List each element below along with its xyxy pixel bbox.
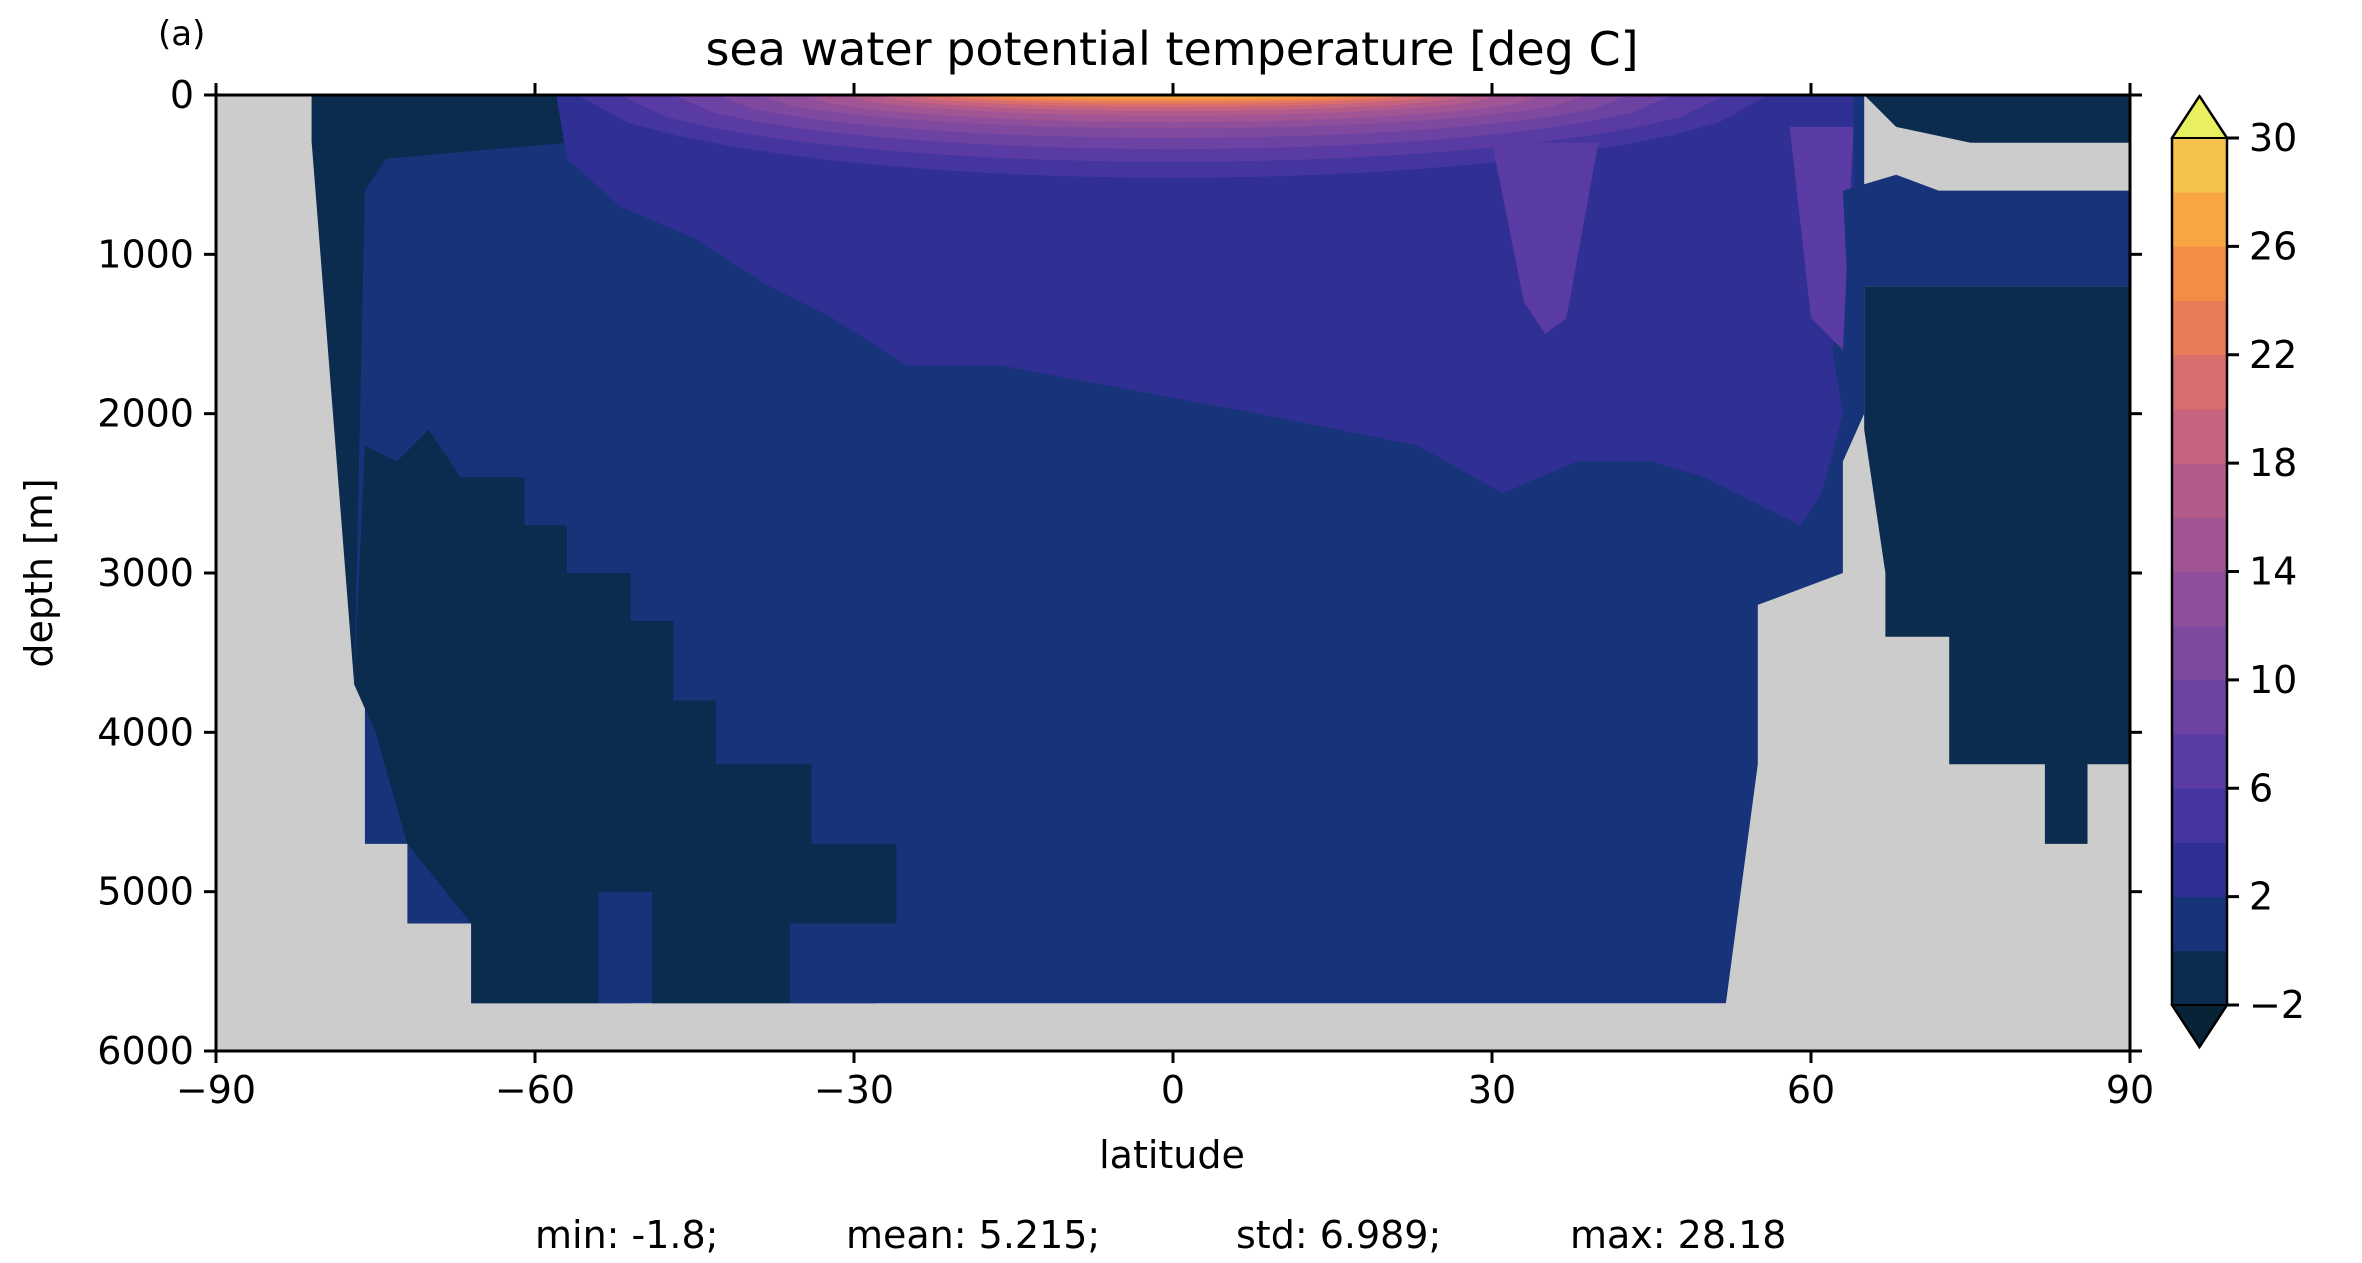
x-tick-label: 0 — [1161, 1068, 1185, 1112]
y-axis-label: depth [m] — [17, 478, 61, 667]
y-tick-label: 2000 — [97, 392, 194, 436]
north-atlantic-tongue — [1789, 126, 1854, 350]
colorbar-band — [2172, 788, 2227, 843]
colorbar-band — [2172, 246, 2227, 302]
x-axis: −90 −60 −30 0 30 60 90 — [176, 83, 2154, 1112]
y-tick-label: 1000 — [97, 232, 194, 276]
x-tick-label: 90 — [2106, 1068, 2154, 1112]
colorbar-band — [2172, 896, 2227, 952]
colorbar-band — [2172, 463, 2227, 518]
colorbar-tick-label: 14 — [2249, 550, 2297, 594]
x-tick-label: 60 — [1787, 1068, 1835, 1112]
antarctic-bottom-water — [311, 95, 897, 1004]
colorbar-band — [2172, 300, 2227, 356]
plot-area — [216, 95, 2130, 1051]
chart-title: sea water potential temperature [deg C] — [705, 22, 1638, 76]
colorbar-band — [2172, 138, 2227, 193]
mediterranean-outflow — [1492, 142, 1599, 334]
x-tick-label: 30 — [1468, 1068, 1516, 1112]
stat-std: std: 6.989; — [1236, 1213, 1441, 1257]
deep-water-gap-2 — [790, 923, 876, 1004]
colorbar-tick-label: 30 — [2249, 116, 2297, 160]
colorbar-band — [2172, 192, 2227, 247]
colorbar-tick-label: −2 — [2249, 983, 2305, 1027]
y-tick-label: 0 — [170, 73, 194, 117]
stat-min: min: -1.8; — [535, 1213, 719, 1257]
y-tick-label: 3000 — [97, 551, 194, 595]
colorbar-tick-label: 26 — [2249, 224, 2297, 268]
colorbar-band — [2172, 734, 2227, 789]
stat-max: max: 28.18 — [1570, 1213, 1786, 1257]
colorbar-band — [2172, 625, 2227, 681]
x-tick-label: −30 — [814, 1068, 894, 1112]
arctic-intermediate-water — [1842, 174, 2130, 414]
colorbar-band — [2172, 571, 2227, 627]
colorbar-tick-label: 2 — [2249, 875, 2273, 919]
y-tick-label: 5000 — [97, 870, 194, 914]
colorbar-extend-low — [2170, 1004, 2229, 1049]
y-axis: 0 1000 2000 3000 4000 5000 6000 — [97, 73, 2142, 1073]
colorbar-tick-label: 22 — [2249, 333, 2297, 377]
stat-mean: mean: 5.215; — [846, 1213, 1100, 1257]
x-tick-label: −90 — [176, 1068, 256, 1112]
deep-water-gap-1 — [598, 891, 631, 1004]
colorbar-tick-label: 6 — [2249, 766, 2273, 810]
colorbar-band — [2172, 679, 2227, 735]
x-axis-label: latitude — [1099, 1133, 1245, 1177]
colorbar-tick-label: 10 — [2249, 658, 2297, 702]
colorbar-band — [2172, 950, 2227, 1006]
colorbar-extend-high — [2170, 94, 2229, 139]
colorbar-band — [2172, 842, 2227, 898]
colorbar-tick-label: 18 — [2249, 441, 2297, 485]
arctic-surface-water — [1864, 95, 2130, 143]
x-tick-label: −60 — [495, 1068, 575, 1112]
arctic-deep-water — [1864, 286, 2130, 844]
colorbar-band — [2172, 408, 2227, 464]
panel-label: (a) — [158, 14, 205, 54]
colorbar-band — [2172, 354, 2227, 410]
y-tick-label: 4000 — [97, 710, 194, 754]
y-tick-label: 6000 — [97, 1029, 194, 1073]
temperature-field — [311, 95, 2130, 1004]
colorbar-band — [2172, 517, 2227, 572]
